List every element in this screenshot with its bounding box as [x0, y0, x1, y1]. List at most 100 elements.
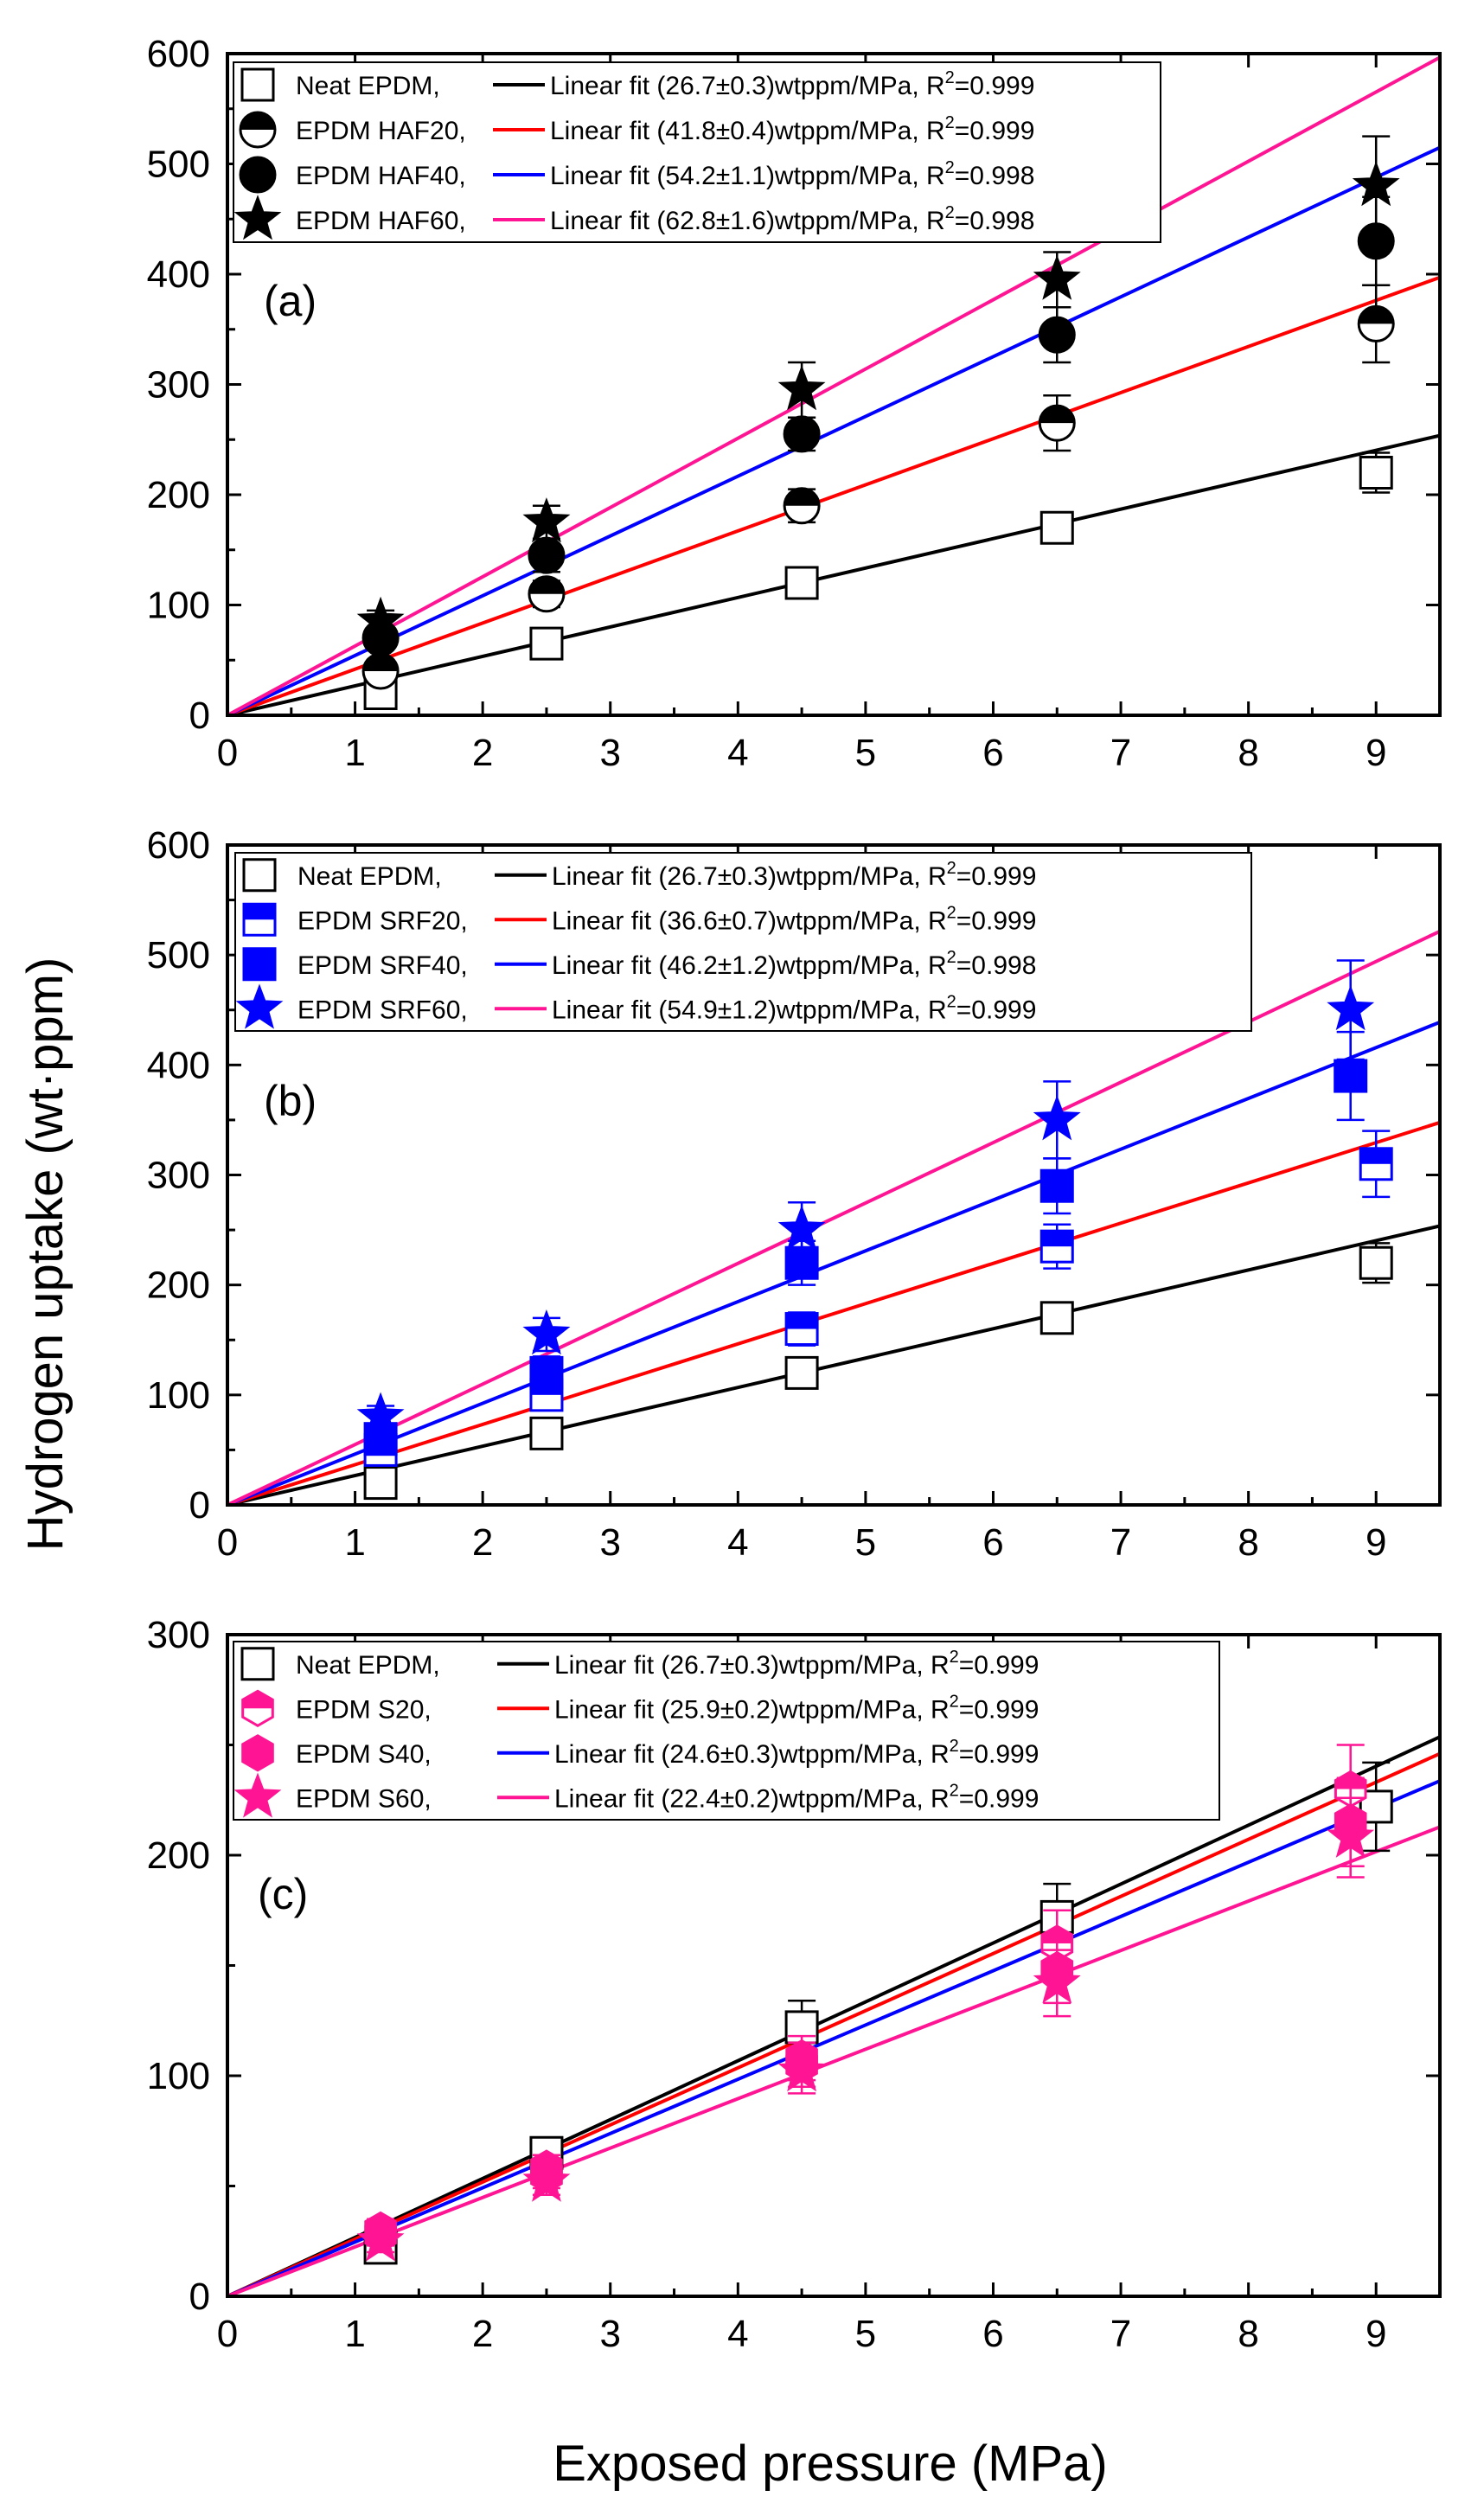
data-point	[1334, 1059, 1368, 1093]
legend-marker	[240, 1647, 275, 1681]
fit-line-3	[227, 1021, 1440, 1505]
fit-lines	[227, 55, 1440, 715]
legend-r2-value: =0.999	[959, 1651, 1039, 1680]
x-tick-label: 7	[1110, 1521, 1131, 1564]
legend-entry: Neat EPDM, Linear fit (26.7±0.3)wtppm/MPa…	[240, 67, 1034, 102]
legend-fit-label: Linear fit (26.7±0.3)wtppm/MPa, R2=0.999	[552, 859, 1036, 891]
panel-label: (b)	[264, 1077, 317, 1125]
legend-fit-label: Linear fit (26.7±0.3)wtppm/MPa, R2=0.999	[554, 1648, 1039, 1680]
y-tick-label: 500	[147, 144, 210, 186]
data-point	[1359, 1245, 1393, 1280]
fit-line-2	[227, 1120, 1440, 1505]
y-tick-label: 200	[147, 1264, 210, 1307]
x-tick-label: 3	[599, 732, 620, 774]
x-tick-label: 9	[1366, 2313, 1386, 2355]
series-4	[356, 959, 1375, 1437]
legend-r2-value: =0.998	[955, 207, 1035, 235]
data-point	[1357, 304, 1395, 342]
data-point	[1033, 1095, 1081, 1141]
x-tick-label: 5	[855, 1521, 876, 1564]
legend-r2-superscript: 2	[950, 1737, 959, 1756]
legend-entry: EPDM HAF40, Linear fit (54.2±1.1)wtppm/MP…	[239, 156, 1035, 194]
y-axis: 0 100 200 300 400 500 600	[147, 33, 1440, 737]
x-tick-label: 1	[344, 1521, 365, 1564]
x-tick-label: 4	[727, 2313, 748, 2355]
legend-fit-text: Linear fit (26.7±0.3)wtppm/MPa, R	[554, 1651, 950, 1680]
legend-series-name: EPDM HAF60,	[296, 207, 466, 235]
x-tick-label: 6	[982, 1521, 1003, 1564]
legend-fit-label: Linear fit (24.6±0.3)wtppm/MPa, R2=0.999	[554, 1737, 1039, 1769]
legend-fit-text: Linear fit (22.4±0.2)wtppm/MPa, R	[554, 1784, 950, 1813]
legend-box	[233, 1641, 1220, 1821]
legend-marker	[233, 1772, 282, 1818]
legend-r2-superscript: 2	[945, 68, 955, 87]
legend-fit-label: Linear fit (54.9±1.2)wtppm/MPa, R2=0.999	[552, 992, 1036, 1024]
legend-r2-value: =0.999	[956, 995, 1037, 1024]
legend-r2-superscript: 2	[950, 1692, 959, 1711]
legend-marker	[240, 67, 275, 102]
legend-fit-label: Linear fit (36.6±0.7)wtppm/MPa, R2=0.999	[552, 903, 1036, 935]
data-point	[783, 415, 821, 453]
fit-line-3	[227, 1779, 1440, 2296]
y-tick-label: 100	[147, 1374, 210, 1417]
data-point	[356, 596, 405, 643]
legend-r2-value: =0.999	[959, 1695, 1039, 1724]
legend-entry: Neat EPDM, Linear fit (26.7±0.3)wtppm/MPa…	[242, 858, 1036, 893]
fit-line-1	[227, 1735, 1440, 2296]
y-tick-label: 100	[147, 585, 210, 627]
data-point	[784, 566, 819, 600]
legend-r2-superscript: 2	[947, 859, 956, 878]
y-tick-label: 300	[147, 1155, 210, 1197]
x-tick-label: 2	[472, 2313, 493, 2355]
y-tick-label: 200	[147, 474, 210, 516]
data-point	[528, 575, 566, 613]
data-point	[1039, 1229, 1074, 1264]
series-1	[363, 1761, 1393, 2265]
legend-entry: EPDM SRF60, Linear fit (54.9±1.2)wtppm/MP…	[235, 983, 1036, 1029]
legend-r2-superscript: 2	[945, 158, 955, 177]
legend-r2-superscript: 2	[947, 948, 956, 967]
data-point	[529, 626, 564, 661]
legend-fit-label: Linear fit (26.7±0.3)wtppm/MPa, R2=0.999	[550, 68, 1034, 100]
x-tick-label: 9	[1366, 732, 1386, 774]
legend-fit-text: Linear fit (24.6±0.3)wtppm/MPa, R	[554, 1740, 950, 1769]
x-tick-label: 3	[599, 2313, 620, 2355]
legend-r2-superscript: 2	[947, 992, 956, 1011]
series-1	[363, 451, 1393, 710]
legend-marker	[242, 902, 277, 937]
legend-marker	[239, 111, 277, 149]
data-point	[529, 1355, 564, 1390]
x-tick-label: 2	[472, 1521, 493, 1564]
legend-marker	[242, 858, 277, 893]
data-point	[1038, 316, 1076, 354]
data-point	[777, 365, 826, 411]
legend-fit-text: Linear fit (41.8±0.4)wtppm/MPa, R	[550, 117, 945, 145]
data-point	[1039, 1301, 1074, 1335]
data-point	[356, 2216, 405, 2262]
y-tick-label: 400	[147, 253, 210, 296]
fit-line-1	[227, 433, 1440, 715]
legend-r2-value: =0.998	[956, 951, 1037, 980]
legend-fit-text: Linear fit (36.6±0.7)wtppm/MPa, R	[552, 906, 947, 935]
legend-r2-superscript: 2	[945, 203, 955, 222]
legend-r2-value: =0.998	[955, 162, 1035, 190]
y-tick-label: 600	[147, 33, 210, 75]
y-axis: 0 100 200 300 400 500 600	[147, 824, 1440, 1527]
y-tick-label: 300	[147, 364, 210, 406]
legend-series-name: EPDM S40,	[296, 1740, 432, 1769]
y-tick-label: 100	[147, 2055, 210, 2097]
fit-lines	[227, 1735, 1440, 2296]
legend-marker	[241, 1734, 274, 1772]
fit-line-2	[227, 275, 1440, 715]
y-tick-label: 0	[189, 695, 210, 737]
x-tick-label: 6	[982, 2313, 1003, 2355]
legend-entry: EPDM S60, Linear fit (22.4±0.2)wtppm/MPa,…	[233, 1772, 1039, 1818]
x-tick-label: 7	[1110, 2313, 1131, 2355]
x-tick-label: 2	[472, 732, 493, 774]
legend-r2-superscript: 2	[950, 1648, 959, 1667]
data-point	[361, 652, 400, 690]
data-point	[522, 1309, 571, 1355]
x-tick-label: 5	[855, 2313, 876, 2355]
legend-series-name: EPDM SRF20,	[297, 906, 468, 935]
legend-series-name: Neat EPDM,	[296, 1651, 440, 1680]
